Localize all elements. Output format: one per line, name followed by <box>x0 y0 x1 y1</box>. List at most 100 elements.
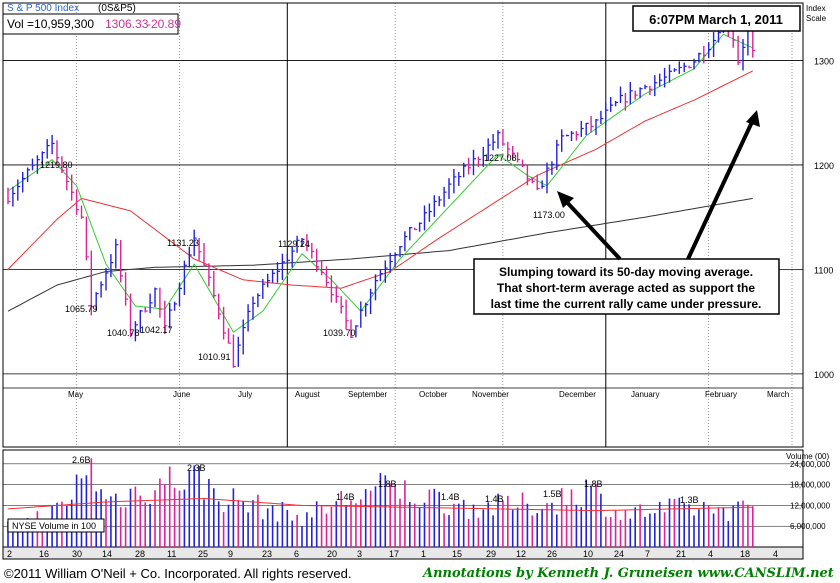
date-tick-label: 26 <box>547 549 557 559</box>
price-annotation: 1039.70 <box>323 328 356 338</box>
volume-readout: Vol =10,959,300 <box>7 17 94 31</box>
price-annotation: 1173.00 <box>533 210 565 220</box>
arrow-head-left-icon <box>557 191 574 208</box>
date-tick-label: 9 <box>228 549 233 559</box>
callout-arrow-left <box>561 196 622 261</box>
date-tick-label: 17 <box>389 549 399 559</box>
volume-axis-title: Volume (00) <box>786 452 829 461</box>
footer-annotations: Annotations by Kenneth J. Gruneisen www.… <box>423 566 834 581</box>
date-tick-label: 3 <box>357 549 362 559</box>
month-label: June <box>173 390 191 399</box>
date-tick-label: 11 <box>167 549 176 559</box>
ma-10-line <box>7 33 754 333</box>
volume-bars <box>7 458 754 547</box>
volume-average-line <box>7 497 753 512</box>
month-label: October <box>419 390 448 399</box>
month-label: March <box>767 390 789 399</box>
volume-annotation: 1.3B <box>680 495 699 505</box>
volume-annotations: 2.6B 2.3B 1.4B 1.8B 1.4B 1.4B 1.5B 1.8B 1.3B <box>72 455 699 505</box>
date-tick-label: 29 <box>486 549 496 559</box>
readout-box <box>2 13 179 35</box>
date-tick-label: 2 <box>7 549 12 559</box>
month-label: January <box>631 390 659 399</box>
volume-tick-label: 12,000,000 <box>790 501 831 510</box>
chart-title: S & P 500 Index <box>7 3 79 14</box>
month-label: September <box>348 390 387 399</box>
date-tick-label: 18 <box>740 549 750 559</box>
date-tick-label: 12 <box>516 549 526 559</box>
price-axis: 1300 1200 1100 1000 <box>814 56 834 379</box>
date-tick-label: 14 <box>102 549 112 559</box>
date-tick-label: 10 <box>583 549 593 559</box>
callout-arrow-right <box>686 121 754 260</box>
symbol-label: (0S&P5) <box>98 3 136 14</box>
date-tick-label: 30 <box>72 549 82 559</box>
price-axis-title-2: Scale <box>806 14 827 23</box>
month-label: May <box>68 390 83 399</box>
volume-annotation: 1.4B <box>485 494 504 504</box>
price-annotation: 1227.08 <box>484 153 517 163</box>
date-tick-label: 7 <box>645 549 650 559</box>
price-annotation: 1010.91 <box>198 352 231 362</box>
ma-200-line <box>7 197 753 312</box>
price-annotations: 1219.80 1065.79 1040.78 1042.17 1131.23 1010.… <box>40 153 565 362</box>
callout-line-3: last time the current rally came under p… <box>491 297 762 311</box>
price-bars <box>7 6 756 368</box>
date-tick-label: 4 <box>708 549 713 559</box>
volume-annotation: 1.5B <box>543 489 562 499</box>
timestamp: 6:07PM March 1, 2011 <box>649 12 783 27</box>
volume-label: NYSE Volume in 100 <box>12 521 96 531</box>
price-tick-label: 1200 <box>814 161 834 171</box>
volume-annotation: 1.8B <box>378 479 397 489</box>
volume-annotation: 1.8B <box>584 479 603 489</box>
volume-tick-label: 6,000,000 <box>790 522 826 531</box>
price-annotation: 1131.23 <box>167 238 199 248</box>
callout-line-1: Slumping toward its 50-day moving averag… <box>499 265 753 279</box>
price-annotation: 1042.17 <box>140 325 173 335</box>
volume-annotation: 2.3B <box>187 463 206 473</box>
month-label: November <box>472 390 509 399</box>
month-label: August <box>295 390 321 399</box>
date-tick-label: 24 <box>614 549 624 559</box>
price-annotation: 1129.24 <box>278 239 310 249</box>
price-tick-label: 1300 <box>814 56 834 66</box>
volume-tick-label: 18,000,000 <box>790 481 831 490</box>
date-tick-label: 23 <box>262 549 272 559</box>
last-price: 1306.33 <box>105 17 149 31</box>
date-tick-label: 4 <box>773 549 778 559</box>
arrow-head-right-icon <box>746 110 760 127</box>
date-tick-label: 21 <box>676 549 686 559</box>
volume-tick-label: 24,000,000 <box>790 460 831 469</box>
price-change: -20.89 <box>147 17 181 31</box>
price-tick-label: 1000 <box>814 370 834 380</box>
date-tick-label: 16 <box>39 549 49 559</box>
month-label: February <box>705 390 737 399</box>
timestamp-box <box>632 5 801 32</box>
month-label: July <box>238 390 252 399</box>
volume-axis: 24,000,000 18,000,000 12,000,000 6,000,000 <box>790 460 831 531</box>
date-tick-label: 20 <box>327 549 337 559</box>
price-annotation: 1219.80 <box>40 160 73 170</box>
date-tick-label: 15 <box>452 549 462 559</box>
volume-annotation: 1.4B <box>441 492 460 502</box>
month-labels: May June July August September October Novembe… <box>68 390 789 399</box>
price-annotation: 1040.78 <box>107 328 140 338</box>
volume-annotation: 1.4B <box>336 492 355 502</box>
date-tick-label: 25 <box>198 549 208 559</box>
month-label: December <box>559 390 596 399</box>
volume-annotation: 2.6B <box>72 455 91 465</box>
callout-box <box>473 258 780 315</box>
price-annotation: 1065.79 <box>65 304 98 314</box>
price-panel-frame <box>2 2 804 448</box>
date-tick-label: 28 <box>135 549 145 559</box>
price-axis-title-1: Index <box>806 4 826 13</box>
date-axis-strip <box>2 546 804 560</box>
volume-label-box <box>7 518 105 533</box>
date-labels: 2 16 30 14 28 11 25 9 23 6 20 3 17 1 15 29 12 26 10 24 7 21 4 1… <box>7 549 778 559</box>
callout-line-2: That short-term average acted as support… <box>497 281 755 295</box>
footer-copyright: ©2011 William O'Neil + Co. Incorporated.… <box>4 566 352 581</box>
date-tick-label: 6 <box>294 549 299 559</box>
price-tick-label: 1100 <box>814 265 833 275</box>
